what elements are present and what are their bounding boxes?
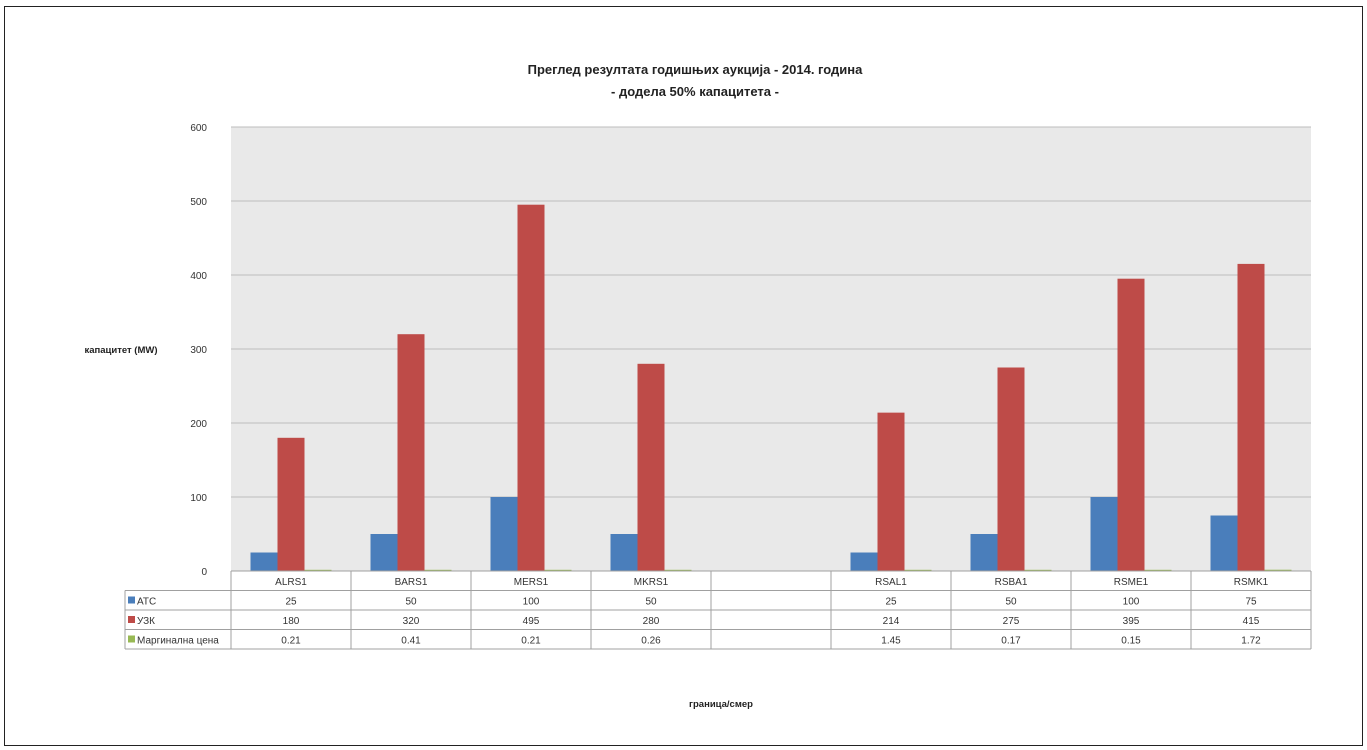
x-tick-label: RSAL1 xyxy=(875,577,907,588)
data-label: 100 xyxy=(523,597,540,608)
bar xyxy=(424,569,452,571)
bar xyxy=(610,534,638,571)
bar xyxy=(1264,569,1292,571)
legend-label: УЗК xyxy=(137,616,155,627)
bar xyxy=(544,569,572,571)
bar xyxy=(1237,263,1265,571)
data-label: 395 xyxy=(1123,616,1140,627)
data-label: 0.15 xyxy=(1121,636,1141,647)
bar xyxy=(850,552,878,571)
data-label: 75 xyxy=(1245,597,1257,608)
data-label: 100 xyxy=(1123,597,1140,608)
x-tick-label: MKRS1 xyxy=(634,577,669,588)
data-label: 0.26 xyxy=(641,636,661,647)
data-label: 50 xyxy=(645,597,657,608)
x-tick-label: ALRS1 xyxy=(275,577,307,588)
bar xyxy=(1144,569,1172,571)
data-label: 0.21 xyxy=(521,636,541,647)
data-label: 214 xyxy=(883,616,900,627)
data-label: 180 xyxy=(283,616,300,627)
data-label: 415 xyxy=(1243,616,1260,627)
legend-label: АТС xyxy=(137,597,156,608)
x-tick-label: MERS1 xyxy=(514,577,549,588)
bar xyxy=(664,569,692,571)
y-tick-label: 0 xyxy=(201,567,207,578)
bar xyxy=(1024,569,1052,571)
bar xyxy=(277,437,305,571)
data-label: 1.72 xyxy=(1241,636,1261,647)
bar xyxy=(490,497,518,571)
legend-swatch xyxy=(128,635,135,643)
y-axis-label: капацитет (MW) xyxy=(84,345,157,356)
y-tick-label: 500 xyxy=(190,197,207,208)
bar xyxy=(997,367,1025,571)
legend-swatch xyxy=(128,616,135,623)
data-label: 495 xyxy=(523,616,540,627)
bar xyxy=(397,334,425,571)
data-label: 320 xyxy=(403,616,420,627)
data-label: 25 xyxy=(285,597,297,608)
chart-subtitle: - додела 50% капацитета - xyxy=(611,84,779,99)
bar xyxy=(970,534,998,571)
data-label: 50 xyxy=(1005,597,1017,608)
bar xyxy=(637,363,665,571)
bar xyxy=(1090,497,1118,571)
data-label: 0.17 xyxy=(1001,636,1021,647)
y-tick-label: 200 xyxy=(190,419,207,430)
chart-title: Преглед резултата годишњих аукција - 201… xyxy=(528,62,864,77)
bar xyxy=(370,534,398,571)
data-label: 1.45 xyxy=(881,636,901,647)
y-tick-label: 600 xyxy=(190,123,207,134)
data-label: 0.21 xyxy=(281,636,301,647)
chart-frame: 0 100 200 300 400 500 600 ALRS1 BARS1 MERS1 MKRS1… xyxy=(4,6,1363,746)
x-tick-label: RSME1 xyxy=(1114,577,1149,588)
legend-swatch xyxy=(128,596,135,604)
bar xyxy=(250,552,278,571)
data-label: 280 xyxy=(643,616,660,627)
data-label: 0.41 xyxy=(401,636,421,647)
y-tick-label: 300 xyxy=(190,345,207,356)
legend-label: Маргинална цена xyxy=(137,636,219,647)
bar xyxy=(1117,278,1145,571)
bar xyxy=(877,412,905,571)
data-label: 50 xyxy=(405,597,417,608)
y-tick-label: 400 xyxy=(190,271,207,282)
data-label: 25 xyxy=(885,597,897,608)
bar xyxy=(1210,515,1238,571)
bar xyxy=(517,204,545,571)
x-tick-label: BARS1 xyxy=(395,577,428,588)
bar-chart: 0 100 200 300 400 500 600 ALRS1 BARS1 MERS1 MKRS1… xyxy=(84,62,1312,710)
y-tick-label: 100 xyxy=(190,493,207,504)
x-tick-label: RSMK1 xyxy=(1234,577,1269,588)
x-tick-label: RSBA1 xyxy=(995,577,1028,588)
bar xyxy=(904,569,932,571)
data-label: 275 xyxy=(1003,616,1020,627)
bar xyxy=(304,569,332,571)
x-axis-label: граница/смер xyxy=(689,699,753,710)
